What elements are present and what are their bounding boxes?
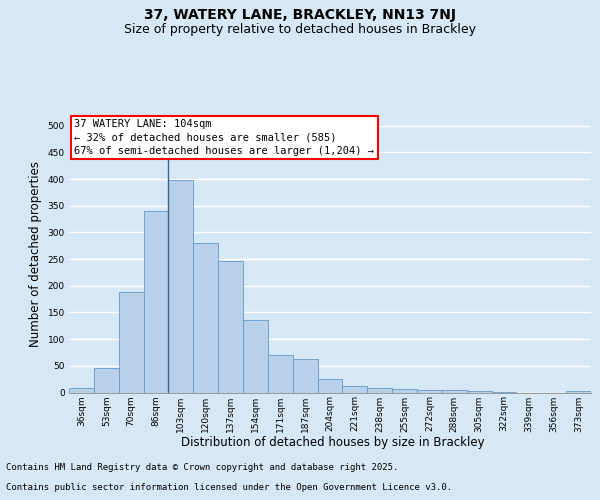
Text: 37 WATERY LANE: 104sqm
← 32% of detached houses are smaller (585)
67% of semi-de: 37 WATERY LANE: 104sqm ← 32% of detached…	[74, 119, 374, 156]
Bar	[193, 243, 218, 392]
Text: 37, WATERY LANE, BRACKLEY, NN13 7NJ: 37, WATERY LANE, BRACKLEY, NN13 7NJ	[144, 8, 456, 22]
Bar	[243, 320, 268, 392]
Text: Size of property relative to detached houses in Brackley: Size of property relative to detached ho…	[124, 22, 476, 36]
Text: Contains public sector information licensed under the Open Government Licence v3: Contains public sector information licen…	[6, 484, 452, 492]
Bar	[143, 211, 169, 392]
Bar	[293, 360, 317, 392]
Y-axis label: Number of detached properties: Number of detached properties	[29, 161, 42, 347]
Bar	[367, 388, 392, 392]
Bar	[442, 390, 467, 392]
Bar	[392, 390, 417, 392]
Bar	[343, 386, 367, 392]
Bar	[417, 390, 442, 392]
Bar	[69, 388, 94, 392]
Bar	[169, 180, 193, 392]
Bar	[566, 391, 591, 392]
Text: Contains HM Land Registry data © Crown copyright and database right 2025.: Contains HM Land Registry data © Crown c…	[6, 464, 398, 472]
Bar	[268, 355, 293, 393]
Bar	[317, 379, 343, 392]
Bar	[218, 261, 243, 392]
Bar	[119, 292, 143, 392]
Bar	[94, 368, 119, 392]
Text: Distribution of detached houses by size in Brackley: Distribution of detached houses by size …	[181, 436, 485, 449]
